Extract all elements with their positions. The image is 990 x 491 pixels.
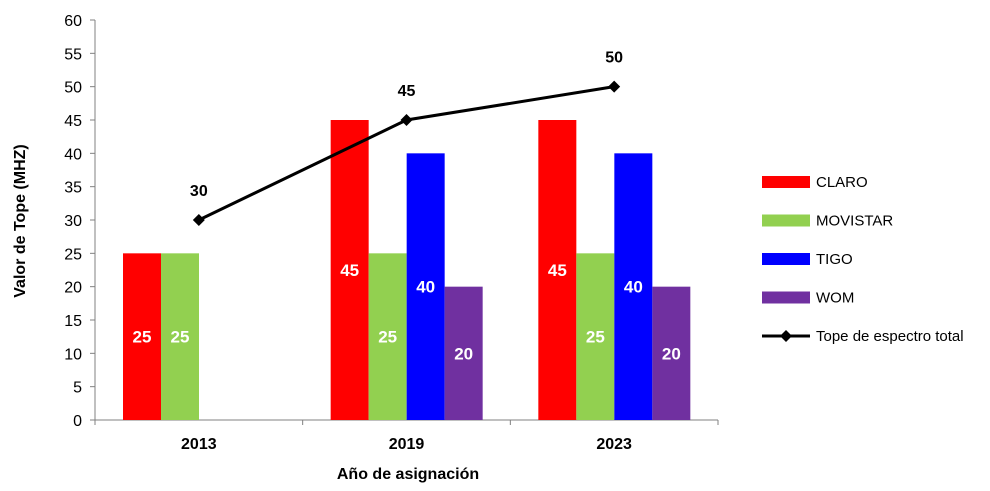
y-axis-title: Valor de Tope (MHZ)	[12, 144, 29, 297]
bar-wom-2019	[444, 286, 483, 420]
bars: 25 25 45 25 40 20 45 25 40 20	[123, 120, 691, 421]
y-tick-label: 25	[64, 246, 82, 263]
total-line-value-label: 30	[190, 183, 208, 200]
bar-claro-2013	[123, 253, 161, 420]
legend-label-total: Tope de espectro total	[816, 328, 964, 345]
total-line-value-label: 45	[398, 83, 416, 100]
y-tick-label: 50	[64, 80, 82, 97]
y-axis: 0 5 10 15 20 25 30 35 40 45 50 55 60	[64, 13, 96, 430]
legend-label-wom: WOM	[816, 290, 854, 307]
y-tick-label: 5	[73, 380, 82, 397]
bar-movistar-2023	[576, 253, 615, 420]
bar-value-label: 20	[662, 344, 681, 363]
total-line-value-label: 50	[605, 50, 623, 67]
y-tick-label: 40	[64, 146, 82, 163]
legend-swatch-claro	[762, 176, 810, 188]
total-line-marker	[400, 114, 413, 126]
total-line-marker	[608, 80, 621, 93]
bar-value-label: 40	[624, 278, 643, 297]
bar-claro-2019	[330, 120, 369, 420]
bar-movistar-2013	[161, 253, 199, 420]
bar-tigo-2023	[614, 153, 653, 421]
y-tick-label: 0	[73, 413, 82, 430]
bar-value-label: 25	[133, 328, 152, 347]
total-line: 30 45 50	[190, 50, 623, 226]
y-tick-label: 55	[64, 46, 82, 63]
x-tick-label: 2023	[596, 436, 632, 453]
legend: CLARO MOVISTAR TIGO WOM Tope de espectro tot…	[762, 174, 964, 345]
bar-value-label: 40	[416, 278, 435, 297]
bar-value-label: 20	[454, 344, 473, 363]
y-tick-label: 45	[64, 113, 82, 130]
x-tick-label: 2013	[181, 436, 217, 453]
bar-claro-2023	[538, 120, 577, 420]
y-tick-label: 60	[64, 13, 82, 30]
x-axis: 2013 2019 2023	[94, 419, 719, 453]
y-tick-label: 35	[64, 180, 82, 197]
y-tick-label: 30	[64, 213, 82, 230]
bar-tigo-2019	[406, 153, 445, 421]
bar-value-label: 45	[340, 261, 359, 280]
bar-value-label: 25	[171, 328, 190, 347]
x-tick-label: 2019	[389, 436, 425, 453]
bar-value-label: 25	[378, 328, 397, 347]
bar-value-label: 25	[586, 328, 605, 347]
y-tick-label: 10	[64, 346, 82, 363]
legend-label-tigo: TIGO	[816, 251, 853, 268]
legend-line-marker	[780, 330, 792, 342]
legend-label-movistar: MOVISTAR	[816, 213, 893, 230]
bar-wom-2023	[652, 286, 691, 420]
x-axis-title: Año de asignación	[337, 466, 479, 483]
bar-value-label: 45	[548, 261, 567, 280]
legend-label-claro: CLARO	[816, 174, 868, 191]
bar-movistar-2019	[368, 253, 407, 420]
total-line-marker	[192, 214, 205, 226]
y-tick-label: 20	[64, 280, 82, 297]
legend-swatch-wom	[762, 291, 810, 304]
y-tick-label: 15	[64, 313, 82, 330]
legend-swatch-tigo	[762, 253, 810, 265]
legend-swatch-movistar	[762, 214, 810, 227]
